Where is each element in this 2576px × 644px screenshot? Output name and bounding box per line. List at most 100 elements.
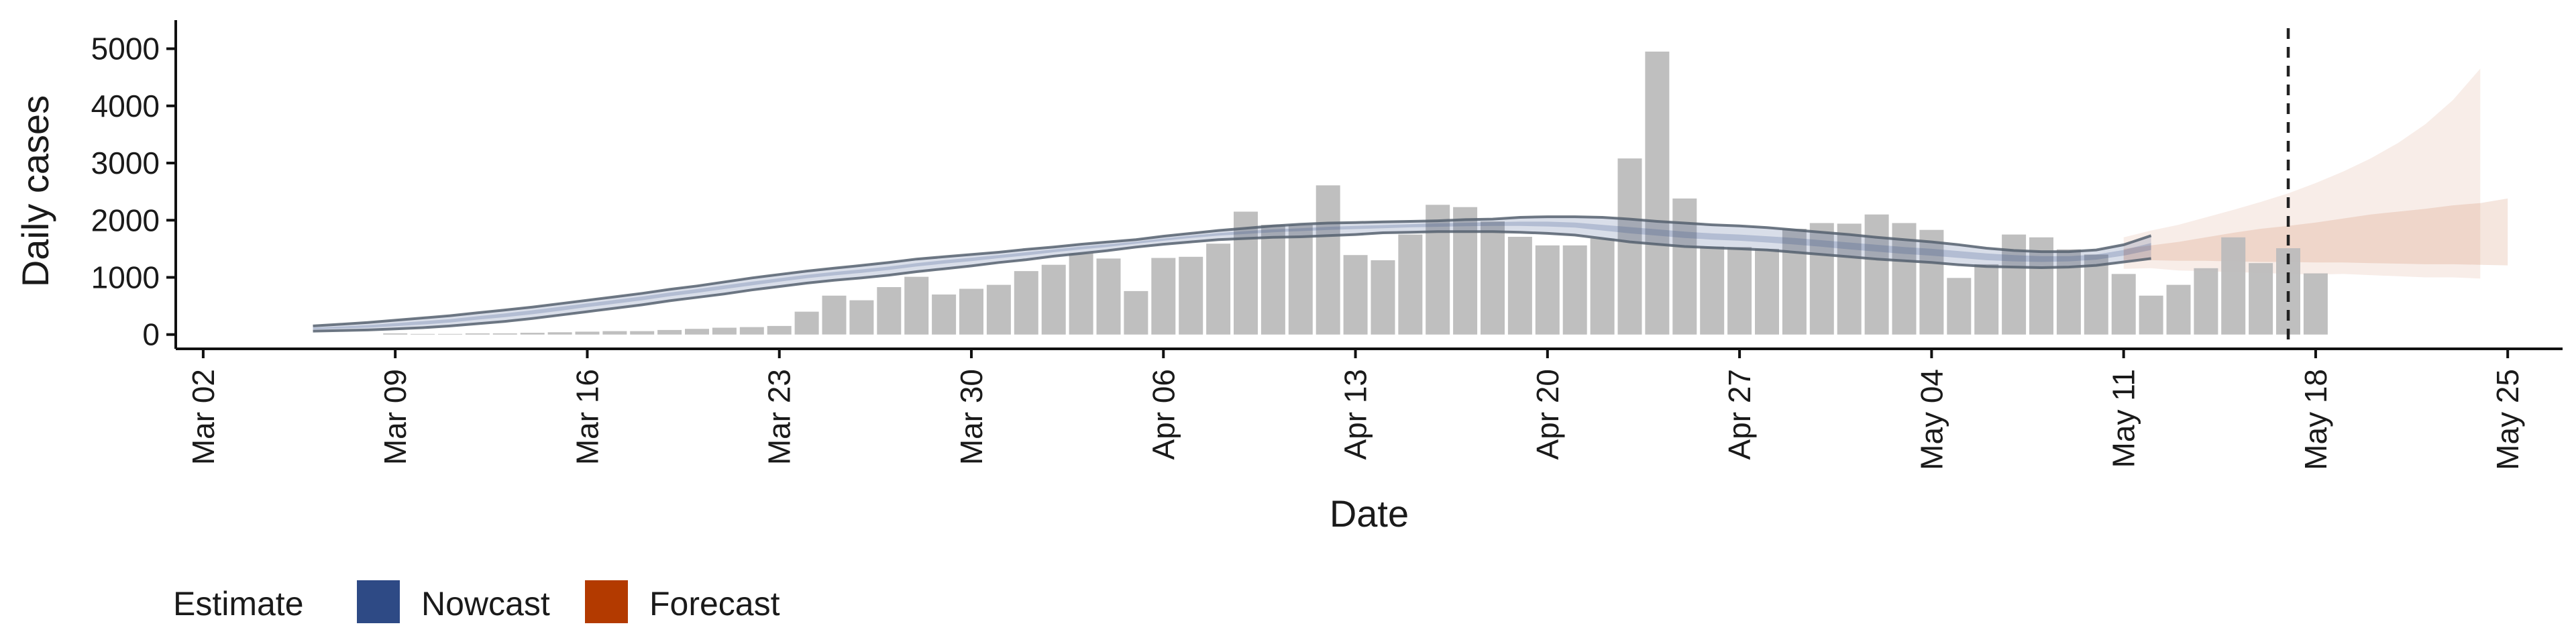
bar xyxy=(1562,245,1587,335)
bar xyxy=(1919,229,1944,335)
x-tick-label: Mar 09 xyxy=(378,369,413,465)
bar xyxy=(2166,284,2191,335)
bar xyxy=(2084,254,2108,335)
x-tick-label: Apr 06 xyxy=(1146,369,1181,460)
bar xyxy=(685,329,709,335)
bar xyxy=(1645,51,1670,335)
bar xyxy=(1974,264,1999,335)
x-tick-label: Mar 30 xyxy=(954,369,989,465)
legend-label-forecast: Forecast xyxy=(649,585,780,623)
bar xyxy=(1041,264,1066,335)
bar xyxy=(1288,225,1313,335)
bar xyxy=(2249,263,2273,335)
bar xyxy=(1837,223,1862,335)
bar xyxy=(1124,290,1148,335)
nowcast-lower-line xyxy=(313,230,2151,333)
bar xyxy=(822,295,847,335)
bar xyxy=(712,327,737,335)
bar xyxy=(1590,238,1615,335)
x-tick-label: Mar 02 xyxy=(186,369,221,465)
bar xyxy=(2056,249,2081,335)
y-tick-label: 4000 xyxy=(91,89,160,123)
bar xyxy=(1535,245,1560,335)
legend-title: Estimate xyxy=(173,585,304,623)
x-tick-label: Apr 13 xyxy=(1338,369,1373,460)
y-tick-label: 5000 xyxy=(91,32,160,66)
y-tick-label: 2000 xyxy=(91,203,160,237)
forecast-bands xyxy=(2123,68,2508,279)
bar xyxy=(1727,247,1752,335)
y-axis-title: Daily cases xyxy=(14,95,56,287)
bar xyxy=(630,331,655,335)
bar xyxy=(2111,274,2136,335)
bar xyxy=(1234,211,1258,335)
bar xyxy=(1260,225,1285,335)
bar xyxy=(383,333,408,335)
bar xyxy=(1343,255,1368,335)
bar xyxy=(1316,185,1340,335)
bar xyxy=(1398,234,1423,335)
bar xyxy=(520,333,545,335)
bar xyxy=(1014,271,1038,335)
bar xyxy=(465,333,490,335)
bar xyxy=(1782,229,1807,335)
bar xyxy=(1179,256,1203,335)
bar xyxy=(438,333,462,335)
nowcast-outer-band xyxy=(313,217,2151,331)
y-axis-ticks: 0 1000 2000 3000 4000 5000 xyxy=(91,32,176,352)
bar xyxy=(1864,214,1889,335)
bar xyxy=(657,329,682,335)
bar xyxy=(1617,158,1642,335)
forecast-inner-band xyxy=(2123,198,2508,266)
legend-label-nowcast: Nowcast xyxy=(421,585,550,623)
bar xyxy=(1453,207,1478,335)
bar xyxy=(1371,260,1395,335)
bar xyxy=(492,333,517,335)
legend-swatch-forecast xyxy=(585,580,628,623)
bar xyxy=(877,287,902,335)
bar xyxy=(1151,258,1176,335)
bar xyxy=(1507,237,1532,335)
bar xyxy=(2221,237,2246,335)
x-tick-label: Mar 23 xyxy=(762,369,797,465)
nowcast-upper-line xyxy=(313,215,2152,327)
x-axis-title: Date xyxy=(1330,492,1409,535)
x-tick-label: Mar 16 xyxy=(570,369,604,465)
x-tick-label: May 25 xyxy=(2490,369,2525,470)
y-tick-label: 1000 xyxy=(91,260,160,294)
bar xyxy=(1426,205,1450,335)
legend: Estimate Nowcast Forecast xyxy=(173,580,780,623)
bar xyxy=(547,332,572,335)
bar xyxy=(1809,223,1834,335)
bar xyxy=(575,331,600,335)
bar xyxy=(1069,253,1093,335)
x-tick-label: Apr 20 xyxy=(1530,369,1565,460)
bar xyxy=(1206,244,1231,335)
bar xyxy=(1755,248,1779,335)
bar xyxy=(411,333,435,335)
bar xyxy=(932,294,957,335)
bar xyxy=(1096,258,1121,335)
forecast-outer-band xyxy=(2123,68,2481,279)
x-tick-label: May 11 xyxy=(2106,369,2141,468)
bar xyxy=(1700,246,1725,335)
bar xyxy=(1947,278,1972,335)
bar xyxy=(739,327,764,335)
x-axis-ticks: Mar 02 Mar 09 Mar 16 Mar 23 Mar 30 Apr 06 Apr … xyxy=(186,349,2525,470)
bar xyxy=(986,284,1011,335)
nowcast-bands xyxy=(313,215,2152,333)
x-tick-label: Apr 27 xyxy=(1722,369,1757,460)
bar xyxy=(2139,295,2163,335)
bar xyxy=(2194,268,2218,335)
x-tick-label: May 18 xyxy=(2298,369,2333,470)
bar xyxy=(959,288,983,335)
bar xyxy=(1481,221,1505,335)
legend-swatch-nowcast xyxy=(357,580,400,623)
bar xyxy=(767,325,792,335)
bar xyxy=(1672,198,1697,335)
x-tick-label: May 04 xyxy=(1914,369,1949,470)
bar xyxy=(602,331,627,335)
bar xyxy=(2029,237,2053,335)
bar xyxy=(794,311,819,335)
